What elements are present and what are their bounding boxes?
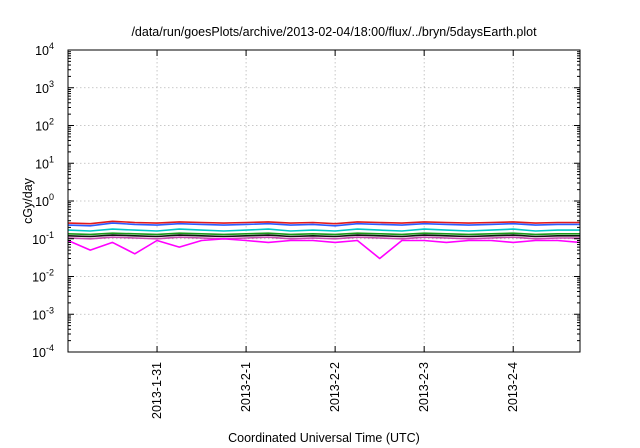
chart-title: /data/run/goesPlots/archive/2013-02-04/1… — [131, 25, 537, 39]
y-axis: 10-4 10-3 10-2 10-1 100 101 102 103 104 — [32, 41, 580, 360]
series-line-5 — [67, 234, 580, 238]
y-axis-label: cGy/day — [21, 177, 35, 224]
y-tick-label: 102 — [35, 117, 54, 134]
y-tick-label: 10-4 — [32, 343, 54, 360]
series-line-1 — [67, 220, 580, 225]
y-tick-label: 10-1 — [32, 230, 54, 247]
series-line-7 — [67, 238, 581, 260]
y-tick-label: 10-3 — [32, 305, 54, 322]
x-tick-label: 2013-2-1 — [239, 362, 253, 412]
y-tick-label: 103 — [35, 79, 54, 96]
x-tick-label: 2013-2-2 — [328, 362, 342, 412]
y-tick-label: 104 — [35, 41, 54, 58]
x-tick-label: 2013-2-3 — [417, 362, 431, 412]
x-axis-label: Coordinated Universal Time (UTC) — [228, 431, 420, 445]
series-line-2 — [67, 222, 580, 227]
y-tick-label: 101 — [35, 154, 54, 171]
x-tick-label: 2013-1-31 — [150, 362, 164, 419]
y-tick-label: 100 — [35, 192, 54, 209]
x-axis: 2013-1-31 2013-2-1 2013-2-2 2013-2-3 2013-2-… — [150, 50, 520, 419]
y-tick-label: 10-2 — [32, 268, 54, 285]
x-tick-label: 2013-2-4 — [506, 362, 520, 412]
series-line-6 — [67, 236, 580, 240]
series-line-3 — [67, 228, 580, 232]
grid — [68, 50, 580, 352]
series-layer — [67, 220, 581, 260]
series-line-4 — [67, 232, 580, 236]
